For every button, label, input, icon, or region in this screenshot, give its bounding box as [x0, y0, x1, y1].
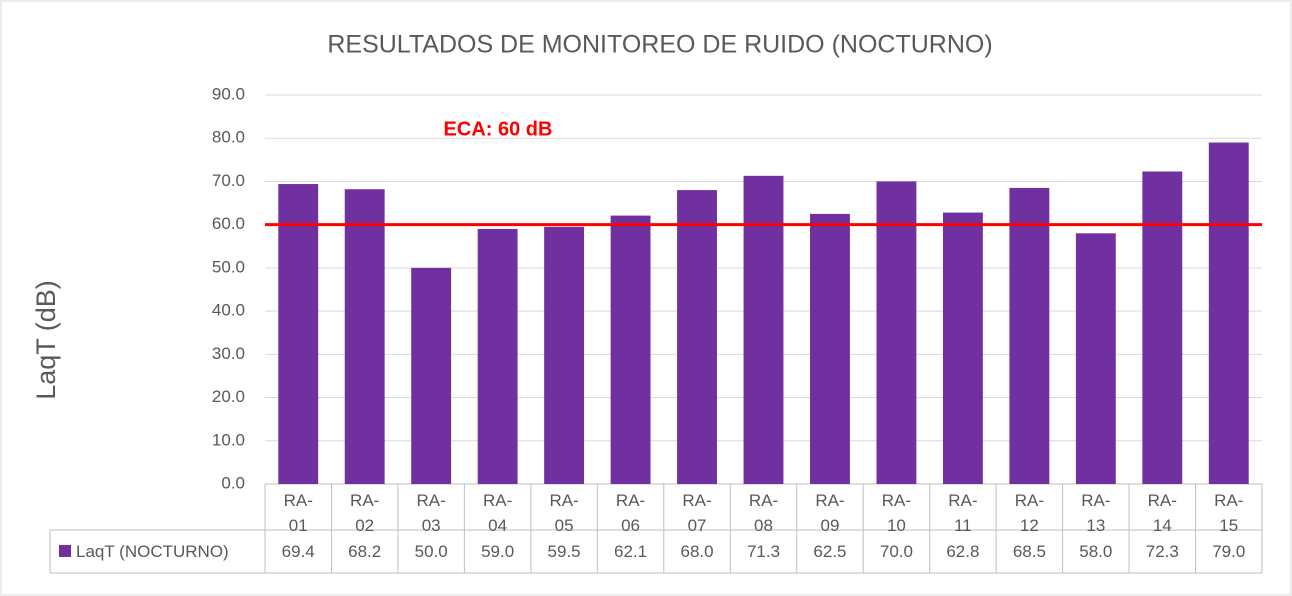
table-value: 71.3	[747, 542, 780, 561]
x-tick-label: RA-10	[881, 491, 912, 535]
table-value: 79.0	[1212, 542, 1245, 561]
table-value: 62.5	[813, 542, 846, 561]
x-tick-label: RA-14	[1147, 491, 1177, 535]
y-axis-label: LaqT (dB)	[31, 280, 61, 400]
bar	[810, 213, 850, 484]
y-tick-label: 90.0	[212, 84, 245, 103]
reference-label: ECA: 60 dB	[444, 118, 553, 140]
table-value: 59.5	[548, 542, 581, 561]
y-tick-label: 40.0	[212, 301, 245, 320]
x-tick-label: RA-11	[948, 491, 978, 535]
legend-swatch	[59, 545, 71, 557]
y-tick-label: 60.0	[212, 214, 245, 233]
bar	[278, 184, 319, 484]
legend-label: LaqT (NOCTURNO)	[76, 542, 229, 561]
y-tick-label: 80.0	[212, 128, 245, 147]
bar	[1208, 142, 1249, 485]
table-value: 59.0	[481, 542, 514, 561]
x-tick-label: RA-09	[815, 491, 845, 535]
bar	[477, 228, 518, 484]
table-value: 58.0	[1079, 542, 1112, 561]
y-tick-label: 70.0	[212, 171, 245, 190]
y-tick-label: 50.0	[212, 257, 245, 276]
bar	[1142, 171, 1183, 484]
y-tick-label: 10.0	[212, 430, 245, 449]
x-tick-label: RA-15	[1214, 491, 1244, 535]
bar	[1075, 233, 1116, 484]
y-tick-label: 30.0	[212, 344, 245, 363]
bar	[544, 226, 585, 485]
bar	[411, 267, 452, 484]
bar	[344, 189, 385, 485]
x-tick-label: RA-07	[682, 491, 712, 535]
table-value: 69.4	[282, 542, 315, 561]
table-value: 68.0	[680, 542, 713, 561]
bar	[1009, 187, 1050, 484]
table-value: 68.5	[1013, 542, 1046, 561]
y-tick-label: 0.0	[221, 473, 245, 492]
chart-title: RESULTADOS DE MONITOREO DE RUIDO (NOCTUR…	[327, 31, 992, 59]
table-value: 50.0	[415, 542, 448, 561]
x-tick-label: RA-02	[350, 491, 380, 535]
x-tick-label: RA-13	[1081, 491, 1111, 535]
x-tick-label: RA-05	[549, 491, 579, 535]
table-value: 62.8	[946, 542, 979, 561]
y-tick-label: 20.0	[212, 387, 245, 406]
table-value: 70.0	[880, 542, 913, 561]
x-tick-label: RA-08	[748, 491, 779, 535]
x-tick-label: RA-06	[615, 491, 646, 535]
x-tick-label: RA-03	[416, 491, 446, 535]
bar	[743, 175, 784, 484]
x-tick-label: RA-01	[283, 491, 313, 535]
bar	[876, 181, 917, 484]
bar	[677, 190, 717, 485]
bar	[610, 215, 651, 484]
table-value: 68.2	[348, 542, 381, 561]
bar	[942, 212, 983, 484]
x-tick-label: RA-04	[482, 491, 513, 535]
table-value: 72.3	[1146, 542, 1179, 561]
table-value: 62.1	[614, 542, 647, 561]
x-tick-label: RA-12	[1014, 491, 1044, 535]
